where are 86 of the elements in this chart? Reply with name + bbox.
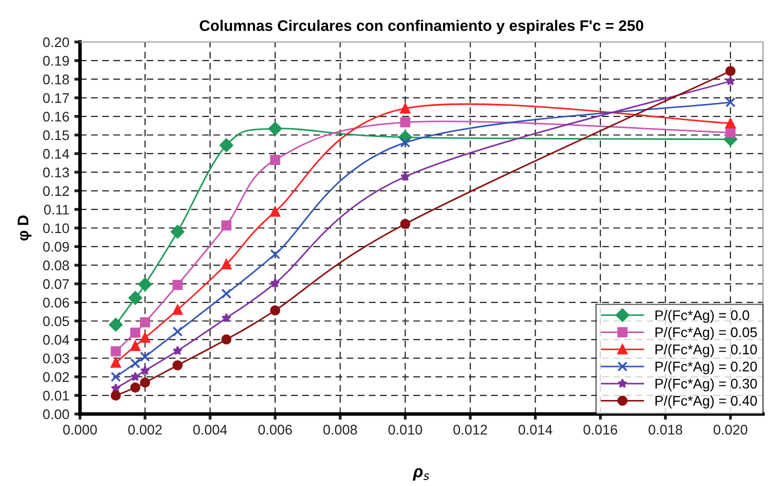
point [138,278,152,292]
point [140,317,150,328]
point [268,122,282,136]
y-tick-label: 0.09 [43,242,69,252]
point [270,278,280,288]
point [725,128,736,138]
point [220,138,234,152]
y-tick-label: 0.19 [43,56,69,66]
x-tick-label: 0.006 [258,424,292,435]
point [270,206,280,217]
legend-label: P/(Fc*Ag) = 0.05 [656,327,757,340]
y-tick-label: 0.11 [44,204,69,215]
y-tick-label: 0.13 [43,168,69,178]
point [128,291,142,305]
y-tick-label: 0.15 [43,130,70,140]
point [110,372,121,382]
point [725,66,736,76]
point [270,305,280,316]
point [221,220,232,230]
point [170,224,184,239]
y-tick-label: 0.04 [43,334,70,345]
x-tick-label: 0.002 [128,424,162,435]
x-axis-title: ρ$_{s}$ [412,468,430,481]
legend-label: P/(Fc*Ag) = 0.20 [656,361,757,374]
y-tick-label: 0.12 [43,186,69,196]
chart-title: Columnas Circulares con confinamiento y espirales F'c = 250 [200,20,644,34]
point [726,76,736,86]
point [221,288,232,299]
legend-label: P/(Fc*Ag) = 0.0 [656,310,750,323]
y-tick-label: 0.01 [43,390,69,401]
y-tick-label: 0.00 [43,409,70,420]
point [400,218,410,229]
legend-label: P/(Fc*Ag) = 0.30 [656,378,757,392]
point [130,372,140,382]
y-tick-label: 0.18 [43,74,69,84]
x-tick-label: 0.016 [584,424,618,435]
point [130,340,140,351]
point [172,280,183,290]
y-tick-label: 0.17 [43,93,69,103]
point [110,358,121,368]
y-tick-label: 0.06 [43,298,69,308]
y-tick-label: 0.14 [43,148,70,159]
x-tick-label: 0.020 [714,424,748,435]
point [400,172,410,181]
point [110,346,121,356]
x-tick-label: 0.018 [648,424,682,435]
y-tick-label: 0.10 [43,223,70,234]
point [130,358,140,368]
point [140,332,150,343]
point [140,366,150,375]
x-tick-label: 0.004 [193,424,228,435]
y-tick-label: 0.02 [43,372,69,382]
point [400,117,410,128]
point [172,360,183,370]
point [172,304,183,315]
point [140,352,150,362]
point [110,390,121,401]
legend-label: P/(Fc*Ag) = 0.40 [656,395,757,408]
x-tick-label: 0.012 [453,424,487,435]
point [725,97,736,108]
y-tick-label: 0.08 [43,260,69,270]
point [130,328,140,338]
point [270,154,280,165]
point [221,259,232,270]
point [130,382,140,393]
point [108,318,123,332]
point [725,118,736,128]
point [270,249,280,260]
y-tick-label: 0.20 [43,37,70,48]
point [172,346,182,356]
y-tick-label: 0.07 [43,279,69,289]
point [400,138,410,148]
legend-label: P/(Fc*Ag) = 0.10 [656,344,757,358]
point [221,312,232,322]
y-tick-label: 0.16 [43,112,69,122]
x-tick-label: 0.000 [63,424,97,435]
y-axis-title: φ D [18,216,32,241]
point [140,377,150,388]
y-tick-label: 0.03 [43,354,69,364]
y-tick-label: 0.05 [43,316,70,326]
x-tick-label: 0.008 [323,424,357,435]
x-tick-label: 0.010 [388,424,422,435]
point [221,334,232,344]
point [172,326,183,337]
x-tick-label: 0.014 [518,424,552,435]
point [400,103,410,114]
